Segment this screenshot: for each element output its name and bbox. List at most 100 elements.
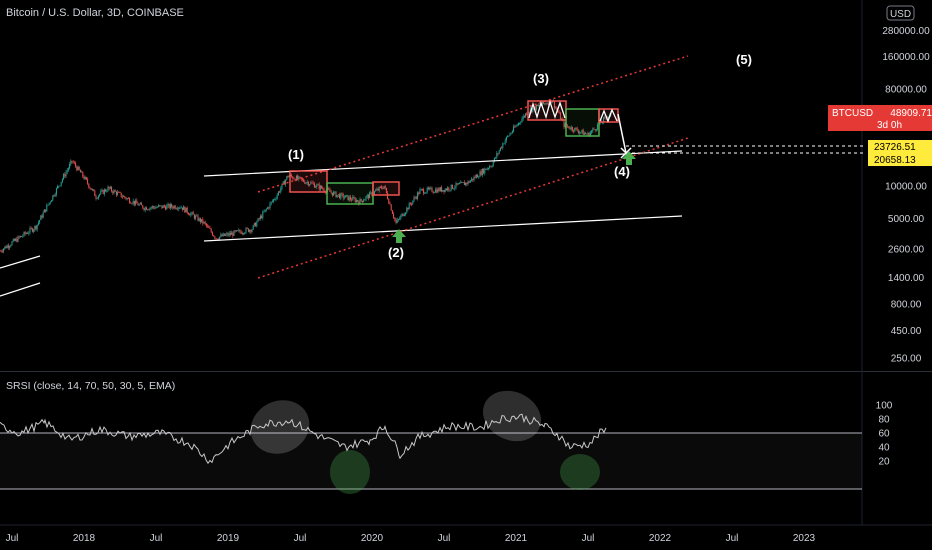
candle (207, 223, 209, 228)
candle (475, 173, 477, 179)
box-red-2 (372, 181, 400, 196)
candle (298, 175, 300, 182)
currency-label[interactable]: USD (890, 9, 911, 20)
candle (364, 198, 366, 201)
highlight-ellipse-3 (330, 450, 370, 494)
candle (166, 203, 168, 210)
candle (352, 194, 354, 201)
time-tick-label: Jul (6, 533, 19, 544)
candle (225, 233, 227, 237)
candle (136, 198, 138, 204)
candle (424, 191, 426, 195)
zigzag-right (599, 108, 618, 123)
candle (483, 168, 485, 175)
candle (340, 192, 342, 201)
candle (513, 124, 515, 133)
box-green-1 (326, 182, 374, 205)
candle (472, 178, 474, 183)
candle (349, 194, 351, 202)
candle (251, 228, 253, 234)
candle (33, 228, 35, 234)
candle (430, 186, 432, 191)
candle (351, 197, 353, 203)
candle (37, 220, 39, 227)
candle (34, 225, 36, 232)
price-label-symbol: BTCUSD (832, 108, 873, 119)
candle (604, 114, 606, 120)
candle (523, 115, 525, 119)
candle (108, 186, 110, 191)
level-label-box-2 (868, 153, 932, 166)
zigzag-top (528, 99, 566, 120)
candle (319, 184, 321, 192)
candle (439, 186, 441, 192)
candle (179, 205, 181, 210)
candle (7, 243, 9, 250)
wave-1-label: (1) (288, 147, 304, 162)
candle (525, 112, 527, 119)
candle (521, 116, 523, 123)
candle (441, 185, 443, 193)
candle (579, 130, 581, 136)
candle (105, 188, 107, 193)
candle (415, 195, 417, 200)
candle (515, 124, 517, 128)
candle (353, 195, 355, 199)
candle (279, 190, 281, 194)
candle (391, 209, 393, 214)
candle (85, 176, 87, 181)
candle (17, 235, 19, 243)
candle (306, 179, 308, 185)
channel-lower-white (203, 215, 683, 242)
candle (397, 218, 399, 223)
candle (516, 123, 518, 127)
candle (73, 160, 75, 165)
candle (580, 131, 582, 135)
candle (151, 205, 153, 210)
candle (559, 111, 561, 120)
candle (261, 214, 263, 219)
candle (418, 191, 420, 196)
candle (250, 229, 252, 235)
candle (264, 209, 266, 213)
candle (65, 170, 67, 179)
candle (114, 189, 116, 192)
srsi-tick-label: 40 (878, 443, 890, 454)
candle (442, 190, 444, 192)
candle (125, 196, 127, 201)
candle (462, 182, 464, 184)
candle (267, 206, 269, 210)
candle (547, 101, 549, 106)
candle (71, 160, 73, 164)
candle (174, 204, 176, 210)
candle (95, 194, 97, 201)
candle (3, 248, 5, 254)
candle (239, 228, 241, 234)
candle (495, 156, 497, 159)
candle (419, 187, 421, 195)
candle (131, 202, 133, 205)
candle (0, 249, 1, 252)
candle (60, 181, 62, 187)
candle (485, 168, 487, 170)
candle (307, 181, 309, 187)
candle (363, 198, 365, 203)
candle (22, 234, 24, 238)
candle (83, 174, 85, 180)
candle (13, 238, 15, 242)
candle (305, 182, 307, 185)
candle (520, 120, 522, 126)
candle (77, 165, 79, 171)
candle (202, 217, 204, 226)
candle (247, 228, 249, 233)
candle (141, 201, 143, 206)
candle (447, 186, 449, 192)
candle (511, 130, 513, 134)
price-axis: 280000.00160000.0080000.0040000.0020000.… (882, 26, 930, 365)
candle (503, 143, 505, 145)
wave-2-label: (2) (388, 245, 404, 260)
candle (411, 202, 413, 207)
candle (582, 128, 584, 135)
